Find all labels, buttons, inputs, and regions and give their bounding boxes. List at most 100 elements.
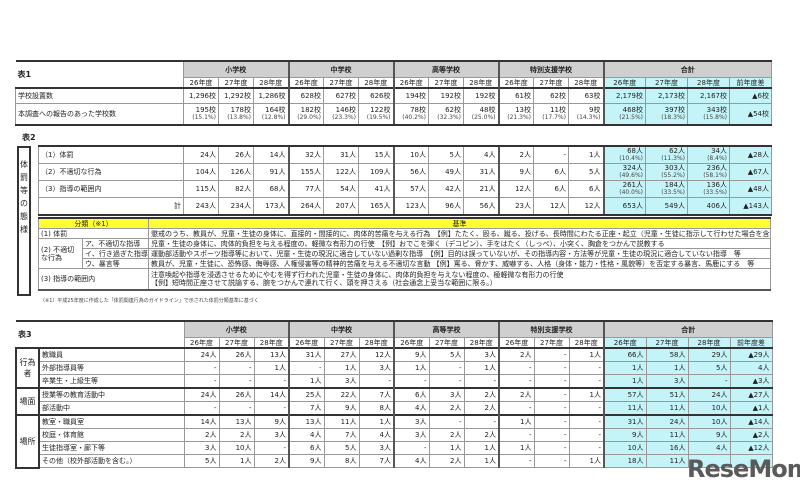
value-cell: 58人 (645, 347, 689, 362)
value-cell: 11人 (603, 401, 647, 416)
value-cell: 3人 (323, 374, 360, 389)
value: 164校 (265, 106, 286, 114)
percentage: (29.0%) (297, 114, 321, 121)
value: 62校 (445, 106, 461, 114)
value-cell: - (463, 374, 500, 389)
value-cell: 4人 (288, 428, 325, 442)
value-cell: 122人 (323, 163, 359, 181)
value-cell: 68人 (10.4%) (602, 145, 646, 164)
table-row: 場面 授業等の教育活動中 24人 26人 14人 25人 22人 7人 6人 3人 2人 2人 -1人 5… (15, 387, 773, 416)
percentage: (17.7%) (542, 114, 566, 121)
value-cell: 61校 (497, 87, 534, 104)
value: 468校 (622, 106, 643, 114)
percentage: (14.3%) (576, 114, 601, 121)
value-cell: 1,296校 (183, 87, 219, 104)
value-cell: 3人 (358, 361, 395, 375)
value-cell: 31人 (288, 347, 325, 362)
value-cell (687, 454, 731, 468)
year-header: 27年度 (218, 77, 254, 89)
value-cell: 6人 (533, 180, 569, 198)
value-cell: 234人 (218, 197, 254, 216)
value-cell: 24人 (183, 145, 219, 164)
value-cell: 62人 (11.3%) (645, 145, 688, 164)
value-cell: 1人 (603, 361, 647, 375)
value-cell: 406人 (687, 197, 730, 216)
value-cell: - (498, 428, 535, 442)
classification-row: ウ、暴言等 教員が、児童・生徒に、恐怖感、侮辱感、人権侵害等の精神的苦痛を与える不… (39, 258, 772, 269)
value-cell: - (428, 361, 465, 375)
year-header: 28年度 (568, 337, 605, 349)
value-cell: 3人 (253, 428, 290, 442)
value-cell: - (183, 361, 220, 375)
year-header: 27年度 (218, 337, 255, 349)
value-cell: 6人 (393, 387, 430, 402)
value-cell: 24人 (687, 387, 731, 402)
value-cell: 66人 (603, 347, 647, 362)
section-side-label: 行為者 (15, 347, 40, 389)
value-cell: 123人 (392, 197, 429, 216)
value-cell: 8人 (358, 401, 395, 416)
value-cell: - (533, 387, 570, 402)
value-cell: 32人 (287, 145, 324, 164)
value-cell: 77人 (287, 180, 324, 198)
value-cell: 29人 (687, 347, 731, 362)
value-cell: 31人 (323, 145, 359, 164)
row-label: その他（校外部活動を含む。） (38, 454, 185, 468)
value-cell: - (253, 401, 290, 416)
subcategory-label: ア、不適切な指導 (81, 238, 150, 249)
value-cell: 11人 (645, 454, 689, 468)
value-cell: 24人 (645, 414, 689, 429)
value-cell: 4人 (463, 145, 499, 164)
value-cell: 5人 (323, 441, 360, 455)
percentage: (8.4%) (707, 155, 727, 162)
table-row: 計 243人 234人 173人 264人 207人 165人 123人 96人 56人 23人 12… (38, 197, 772, 216)
percentage: (21.5%) (619, 114, 643, 121)
row-label: 教職員 (38, 347, 185, 362)
year-header: 26年度 (288, 337, 325, 349)
percentage: (11.3%) (661, 155, 685, 162)
percentage: (33.5%) (703, 189, 727, 196)
value-cell: 2人 (428, 454, 465, 468)
row-label: 校庭・体育館 (38, 428, 185, 442)
classification-row: (3) 指導の範囲内 注意喚起や指導を浸透させるためにやむを得ず行われた児童・生徒… (37, 268, 772, 291)
value-cell: 10人 (218, 441, 255, 455)
year-header: 26年度 (497, 77, 534, 89)
year-header: 26年度 (602, 77, 646, 89)
value-cell: 192校 (463, 87, 499, 104)
value-cell: - (253, 441, 290, 455)
value-cell: 9人 (497, 163, 534, 181)
header-group-row: 表3 小学校 中学校 高等学校 特別支援学校 合計 (16, 320, 773, 348)
value-cell: 5人 (183, 454, 220, 468)
percentage: (15.8%) (703, 114, 727, 121)
year-header: 26年度 (183, 337, 220, 349)
table-row: その他（校外部活動を含む。） 5人 1人 2人 9人 8人 7人 4人 2人 1人 - -1人 18人 1… (16, 454, 773, 468)
value-cell: 14人 (253, 387, 290, 402)
value-cell: 48校 (25.0%) (463, 103, 499, 126)
value-cell: ▲67人 (729, 163, 772, 181)
value-cell: 2,173校 (645, 87, 688, 104)
value-cell: - (183, 374, 220, 389)
value-cell: 10人 (603, 441, 647, 455)
value-cell: 1人 (253, 361, 290, 375)
value-cell: 343校 (15.8%) (687, 103, 730, 126)
value-cell: 155人 (287, 163, 324, 181)
value-cell: 12人 (568, 197, 604, 216)
value-cell: 653人 (602, 197, 646, 216)
value-cell: ▲2人 (729, 428, 773, 442)
year-header: 28年度 (358, 337, 395, 349)
value-cell: 1人 (568, 347, 605, 362)
value: 122校 (370, 106, 391, 114)
value-cell: 1人 (568, 145, 604, 164)
value-cell: 1人 (463, 454, 500, 468)
value-cell: 468校 (21.5%) (602, 103, 646, 126)
value: 146校 (335, 106, 356, 114)
value-cell: 1,286校 (253, 87, 289, 104)
percentage: (32.3%) (437, 114, 461, 121)
year-header: 28年度 (687, 337, 731, 349)
value: 184人 (664, 181, 685, 190)
value-cell: 1人 (498, 414, 535, 429)
value-cell: - (288, 361, 325, 375)
value: 78校 (410, 106, 426, 114)
percentage: (21.3%) (507, 114, 531, 121)
value-cell: 12人 (533, 197, 569, 216)
